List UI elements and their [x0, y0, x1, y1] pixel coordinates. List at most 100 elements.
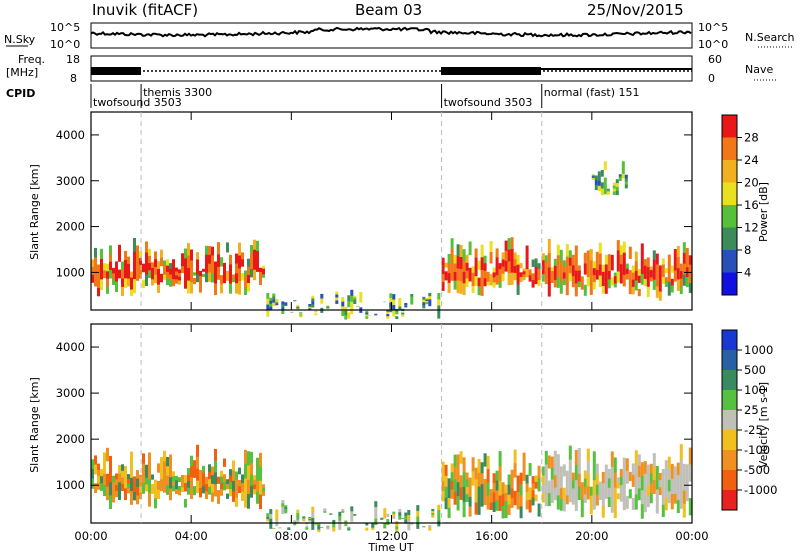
data-cell [157, 276, 160, 286]
data-cell [574, 450, 578, 466]
data-cell [604, 264, 608, 275]
data-cell [154, 479, 157, 490]
data-cell [308, 305, 312, 308]
data-cell [136, 478, 139, 488]
data-cell [296, 307, 300, 310]
nsearch-label: N.Search [745, 31, 795, 44]
data-cell [577, 276, 581, 282]
data-cell [667, 281, 671, 296]
data-cell [456, 256, 460, 269]
data-cell [649, 463, 653, 475]
data-cell [142, 463, 145, 474]
y-tick-label: 2000 [56, 432, 85, 446]
data-cell [157, 463, 160, 473]
data-cell [341, 311, 345, 317]
cpid-segment-label: normal (fast) 151 [544, 86, 640, 99]
data-cell [262, 265, 265, 270]
data-cell [106, 271, 109, 280]
data-cell [115, 281, 118, 293]
data-cell [139, 474, 142, 482]
data-cell [401, 518, 405, 519]
data-cell [480, 270, 484, 284]
data-cell [495, 275, 499, 285]
data-cell [646, 485, 650, 497]
x-tick-label: 12:00 [375, 529, 408, 543]
data-cell [118, 244, 121, 254]
data-cell [646, 475, 650, 487]
data-cell [133, 238, 136, 253]
data-cell [127, 278, 130, 287]
data-cell [314, 313, 318, 316]
colorbar-tick-label: -1000 [744, 483, 777, 497]
data-cell [181, 253, 184, 261]
data-cell [528, 499, 532, 513]
cpid-segment-label: themis 3300 [143, 86, 212, 99]
data-cell [495, 257, 499, 267]
data-cell [208, 254, 211, 265]
xlabel: Time UT [367, 541, 413, 554]
data-cell [643, 259, 647, 267]
data-cell [688, 273, 692, 284]
data-cell [100, 259, 103, 270]
data-cell [281, 304, 285, 308]
data-cell [404, 305, 408, 308]
velocity-panel: 1000 2000 3000 4000 00:00 04:00 08:00 12:00 16:0… [56, 323, 709, 543]
data-cell [619, 469, 623, 478]
data-cell [205, 272, 208, 283]
data-cell [646, 277, 650, 288]
data-cell [365, 316, 369, 319]
data-cell [568, 265, 572, 274]
data-cell [603, 177, 607, 187]
data-cell [196, 468, 199, 482]
colorbar-tick-label: 4 [744, 266, 751, 280]
data-cell [519, 495, 523, 507]
data-cell [640, 253, 644, 265]
data-cell [453, 467, 457, 480]
data-cell [492, 492, 496, 503]
data-cell [640, 504, 644, 519]
data-cell [250, 253, 253, 262]
data-cell [103, 474, 106, 486]
data-cell [202, 479, 205, 487]
data-cell [308, 518, 312, 520]
data-cell [622, 274, 626, 287]
data-cell [474, 490, 478, 503]
data-cell [398, 298, 402, 302]
data-cell [238, 281, 241, 295]
colorbar-tick-label: 16 [744, 198, 759, 212]
colorbar-tick-label: 25 [744, 403, 759, 417]
data-cell [374, 518, 378, 525]
data-cell [344, 315, 348, 320]
data-cell [97, 264, 100, 273]
data-cell [97, 280, 100, 289]
data-cell [97, 272, 100, 281]
data-cell [462, 457, 466, 473]
data-cell [302, 517, 306, 519]
data-cell [151, 484, 154, 490]
data-cell [489, 273, 493, 286]
data-cell [489, 495, 493, 504]
data-cell [226, 484, 229, 490]
data-cell [193, 468, 196, 478]
data-cell [613, 487, 617, 504]
data-cell [544, 478, 548, 493]
data-cell [199, 281, 202, 288]
data-cell [272, 299, 276, 304]
data-cell [118, 253, 121, 262]
data-cell [353, 514, 357, 516]
data-cell [658, 265, 662, 275]
data-cell [562, 278, 566, 286]
data-cell [226, 493, 229, 499]
data-cell [208, 471, 211, 480]
data-cell [574, 258, 578, 272]
data-cell [208, 464, 211, 473]
data-cell [591, 174, 595, 177]
data-cell [634, 494, 638, 510]
data-cell [296, 304, 300, 307]
data-cell [103, 484, 106, 497]
data-cell [667, 268, 671, 283]
data-cell [220, 476, 223, 484]
data-cell [634, 465, 638, 481]
data-cell [166, 457, 169, 467]
data-cell [613, 272, 617, 277]
